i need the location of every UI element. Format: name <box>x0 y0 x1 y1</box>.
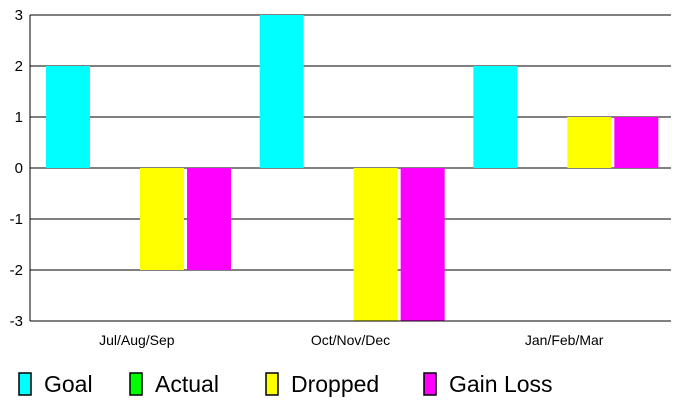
y-tick-label: 0 <box>15 160 23 177</box>
bars <box>46 15 659 321</box>
y-tick-label: -2 <box>10 262 23 279</box>
bar <box>614 117 659 168</box>
legend: Goal Actual Dropped Gain Loss <box>18 371 553 397</box>
legend-swatch <box>265 372 279 396</box>
legend-swatch <box>423 372 437 396</box>
legend-label: Gain Loss <box>449 371 553 397</box>
legend-swatch <box>18 372 32 396</box>
legend-label: Goal <box>44 371 93 397</box>
bar <box>140 168 184 270</box>
x-category-label: Oct/Nov/Dec <box>311 332 390 348</box>
y-tick-label: -3 <box>10 313 23 330</box>
x-category-label: Jul/Aug/Sep <box>99 332 175 348</box>
y-tick-labels: -3 -2 -1 0 1 2 3 <box>10 7 23 330</box>
y-tick-label: 2 <box>15 58 23 75</box>
legend-swatch <box>129 372 143 396</box>
y-tick-label: -1 <box>10 211 23 228</box>
legend-label: Actual <box>155 371 219 397</box>
y-tick-label: 1 <box>15 109 23 126</box>
bar <box>400 168 445 321</box>
grid-lines <box>30 14 671 322</box>
bar <box>259 15 304 168</box>
bar <box>473 66 518 168</box>
x-category-label: Jan/Feb/Mar <box>525 332 604 348</box>
axes <box>29 15 671 322</box>
y-tick-label: 3 <box>15 7 23 24</box>
x-category-labels: Jul/Aug/Sep Oct/Nov/Dec Jan/Feb/Mar <box>99 332 604 348</box>
legend-label: Dropped <box>291 371 379 397</box>
bar <box>353 168 398 321</box>
bar <box>187 168 231 270</box>
bar <box>46 66 90 168</box>
bar <box>567 117 612 168</box>
